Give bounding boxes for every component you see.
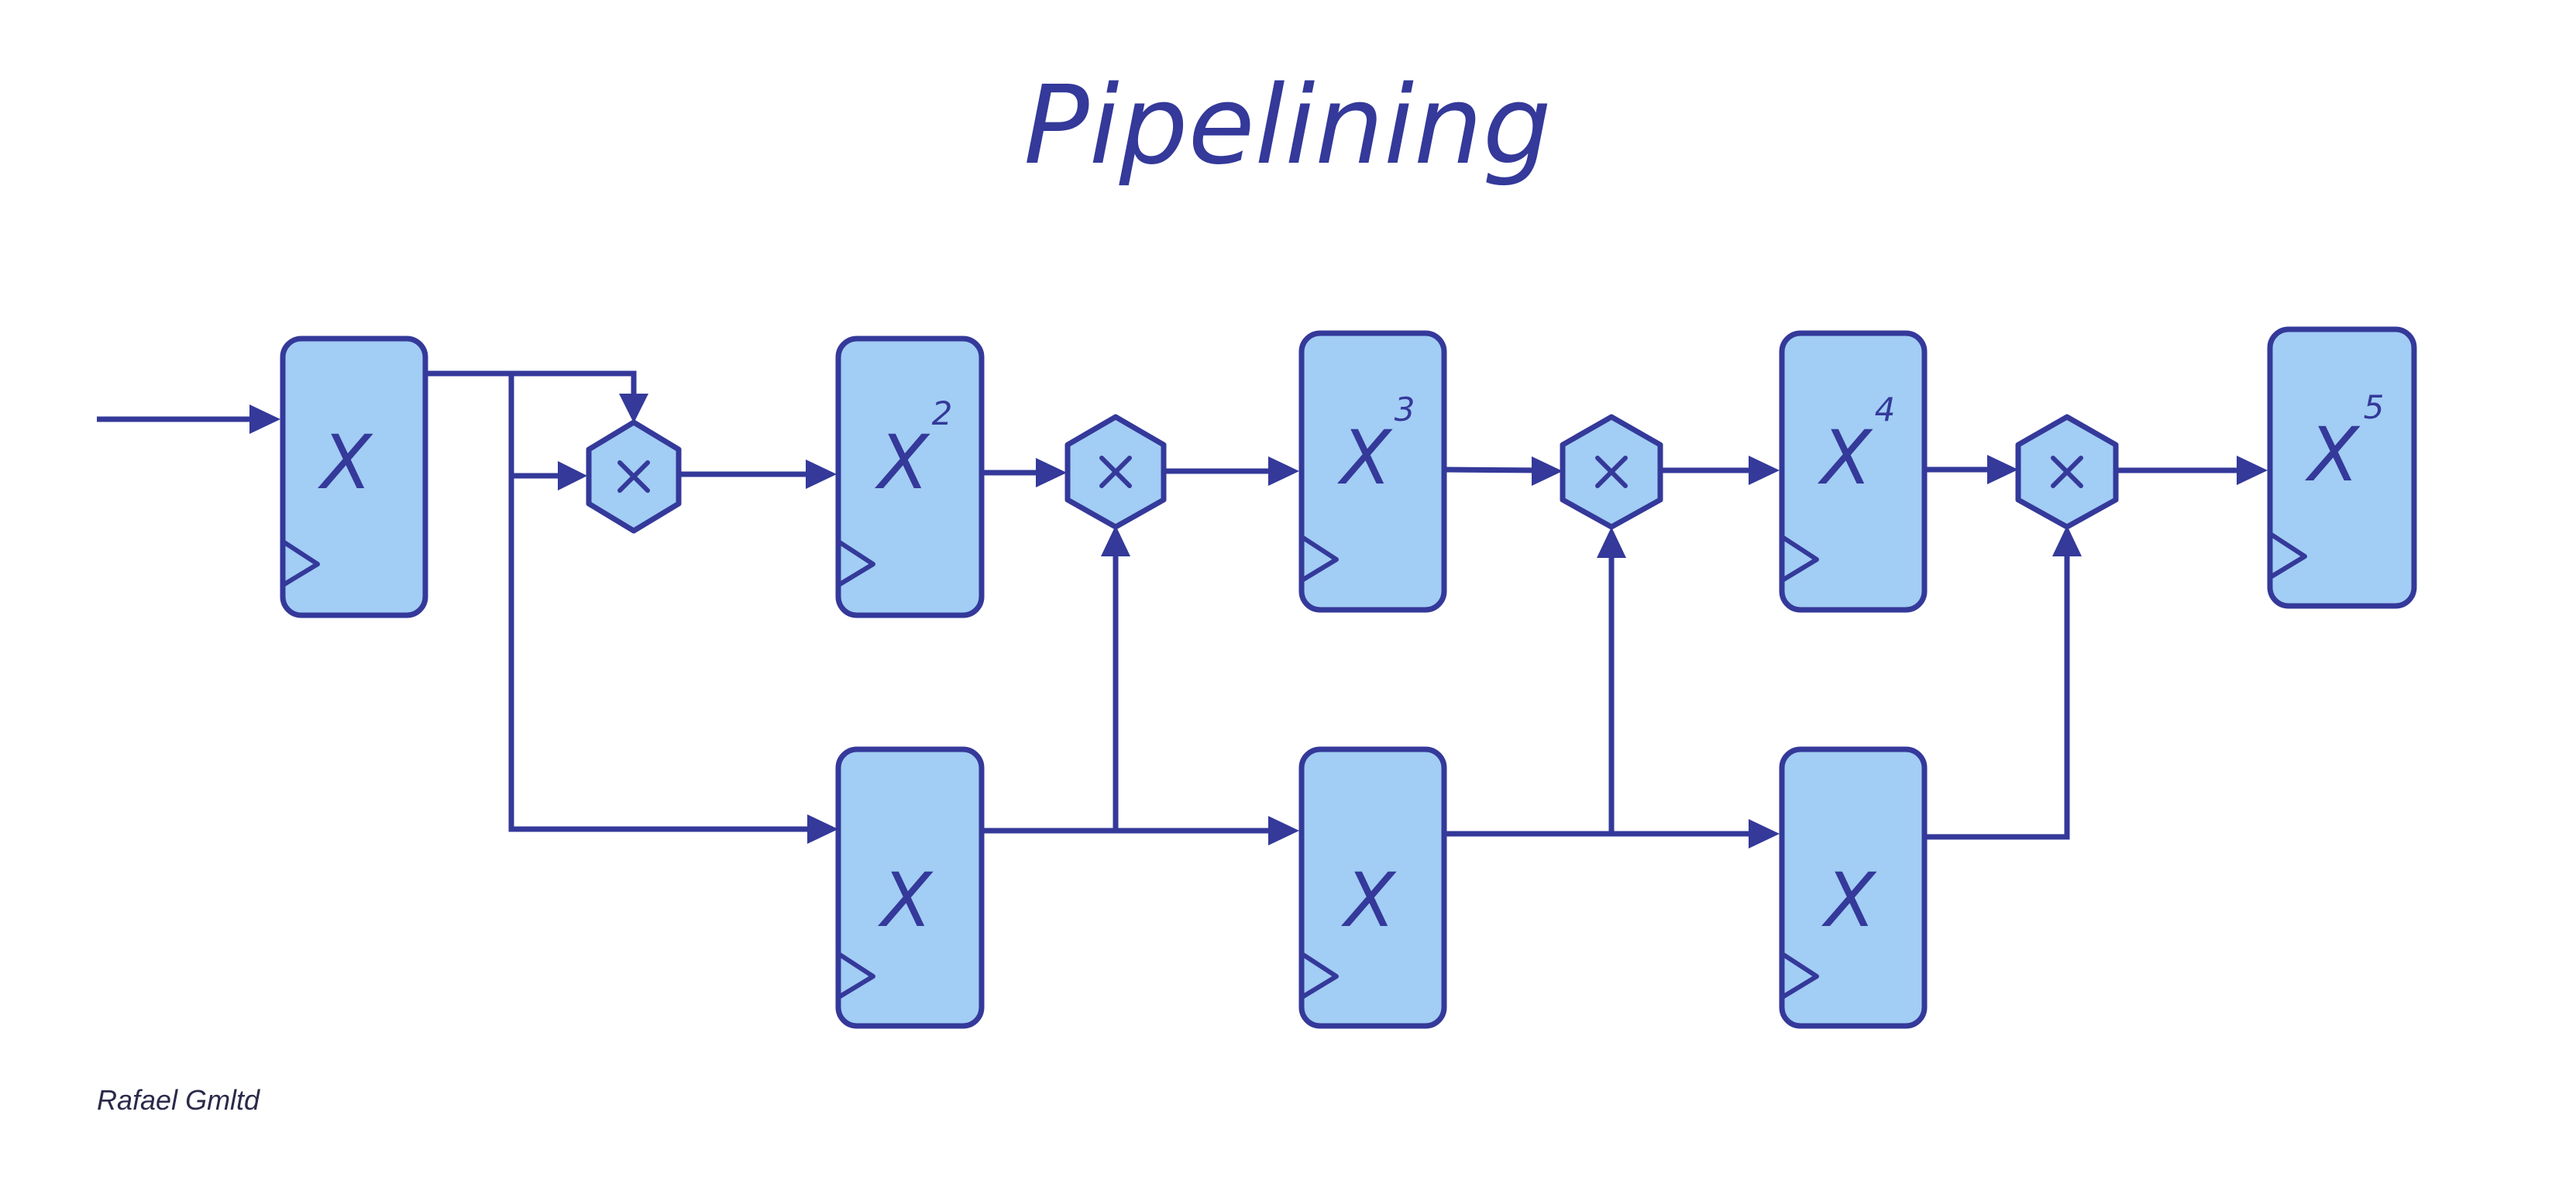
- register-x: X: [280, 336, 428, 618]
- clock-triangle-icon: [1302, 952, 1339, 999]
- arrowhead-m3-bottom: [1597, 527, 1626, 558]
- arrowhead-d1-input: [807, 814, 838, 844]
- page-title: Pipelining: [1023, 63, 1551, 189]
- register-box: [1298, 746, 1447, 1029]
- arrowhead-m1-left: [558, 461, 587, 491]
- arrowhead-r4-input: [1749, 456, 1780, 485]
- arrowhead-m4-left: [1987, 455, 2018, 484]
- wires: [97, 370, 2268, 849]
- register-box: [1779, 746, 1928, 1029]
- register-exponent: 4: [1875, 391, 1896, 429]
- register-x4: X 4: [1779, 330, 1928, 613]
- wire-r1-to-d1: [508, 476, 817, 832]
- delay-register-1: X: [835, 746, 985, 1029]
- multiplier-1: [586, 419, 682, 534]
- register-label: X: [1336, 415, 1393, 501]
- arrowhead-d3-input: [1749, 819, 1780, 849]
- register-label: X: [1817, 415, 1873, 501]
- register-x5: X 5: [2267, 326, 2417, 609]
- clock-triangle-icon: [1782, 952, 1819, 999]
- register-x2: X 2: [835, 336, 985, 618]
- register-label: X: [2304, 411, 2361, 498]
- register-box: [1298, 330, 1447, 613]
- wire-d1-to-m2: [982, 550, 1119, 834]
- arrowhead-m3-left: [1532, 456, 1563, 486]
- wire-r1-to-m1-left: [508, 373, 568, 479]
- wire-r1-to-m1-top: [426, 370, 637, 401]
- wire-d2-to-m3: [1444, 552, 1615, 837]
- multiply-icon: [1099, 456, 1132, 488]
- register-box: [2267, 326, 2417, 609]
- arrowhead-m1-top: [619, 394, 648, 423]
- register-box: [280, 336, 428, 618]
- delay-register-2: X: [1298, 746, 1447, 1029]
- clock-triangle-icon: [1782, 535, 1819, 582]
- clock-triangle-icon: [838, 952, 875, 999]
- arrowhead-m4-bottom: [2052, 525, 2082, 556]
- clock-triangle-icon: [2270, 532, 2307, 579]
- registers: X X 2 X 3 X 4 X 5: [280, 326, 2417, 1029]
- arrowhead-r5-input: [2237, 456, 2268, 485]
- clock-triangle-icon: [1302, 535, 1339, 582]
- clock-triangle-icon: [838, 540, 875, 587]
- register-box: [835, 336, 985, 618]
- register-x3: X 3: [1298, 330, 1447, 613]
- multipliers: [586, 414, 2119, 534]
- register-box: [1779, 330, 1928, 613]
- arrowhead-r3-input: [1268, 456, 1299, 486]
- register-label: X: [317, 419, 373, 506]
- multiply-icon: [2051, 456, 2083, 488]
- register-label: X: [874, 419, 930, 506]
- multiplier-2: [1064, 414, 1167, 530]
- multiplier-3: [1560, 414, 1663, 530]
- register-box: [835, 746, 985, 1029]
- arrowhead-m2-bottom: [1101, 525, 1130, 556]
- multiplier-4: [2015, 414, 2119, 530]
- arrowhead-d2-input: [1268, 816, 1299, 845]
- arrowhead-r2-input: [806, 460, 837, 489]
- multiply-icon: [617, 460, 650, 493]
- arrowhead-r1-input: [249, 404, 280, 434]
- clock-triangle-icon: [283, 540, 320, 587]
- register-exponent: 3: [1395, 391, 1415, 429]
- register-label: X: [1340, 857, 1397, 944]
- multiply-icon: [1595, 456, 1628, 488]
- register-label: X: [877, 857, 934, 944]
- arrowhead-m2-left: [1036, 458, 1067, 487]
- register-exponent: 5: [2364, 388, 2385, 426]
- register-label: X: [1821, 857, 1877, 944]
- delay-register-3: X: [1779, 746, 1928, 1029]
- register-exponent: 2: [932, 394, 953, 432]
- author-credit: Rafael Gmltd: [97, 1084, 260, 1116]
- wire-d3-to-m4: [1924, 550, 2070, 840]
